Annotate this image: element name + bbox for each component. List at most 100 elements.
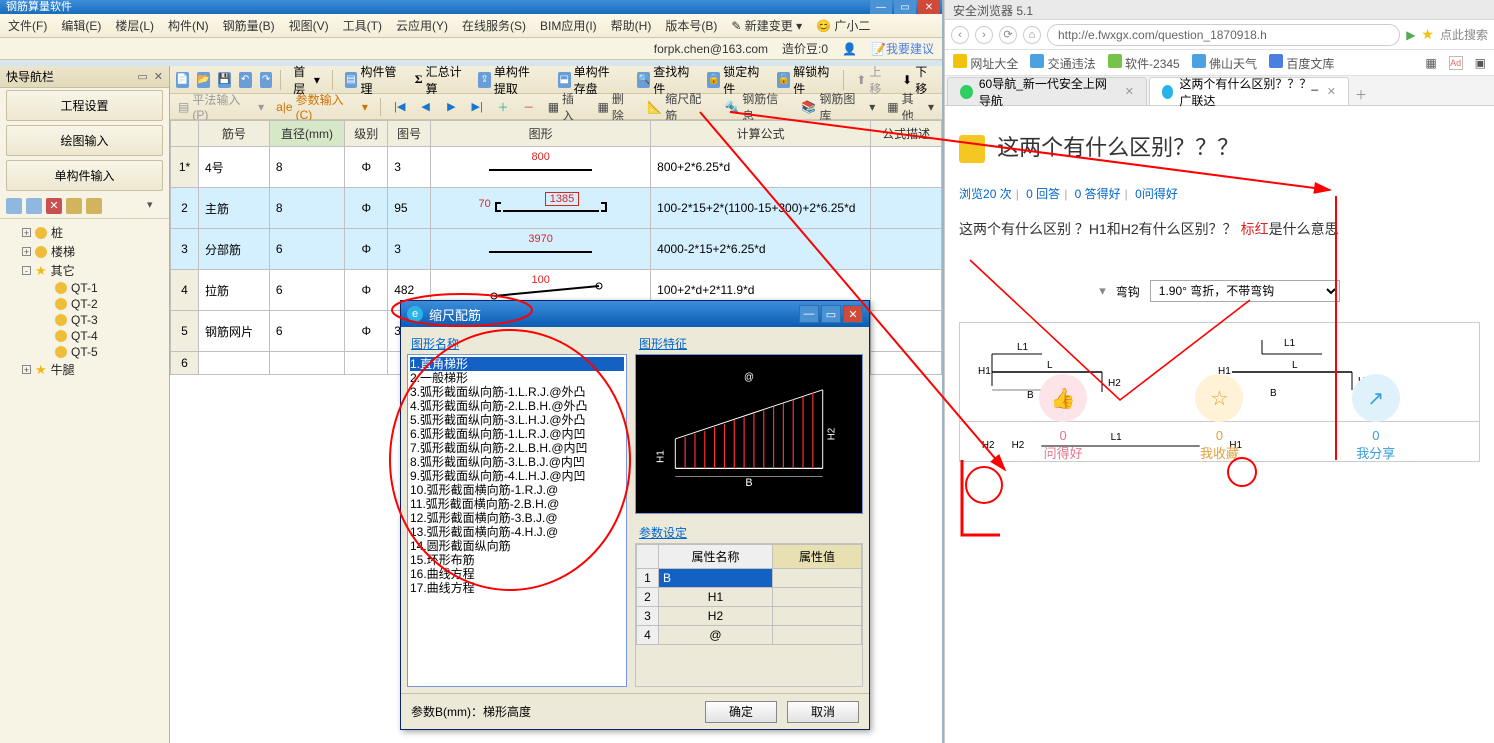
save-icon[interactable]: 💾 [218,72,231,88]
cell-name[interactable]: 钢筋网片 [199,311,270,352]
footer-action[interactable]: ☆0我收藏 [1195,374,1243,462]
row-index[interactable]: 3 [171,229,199,270]
param-value[interactable] [772,588,861,607]
nav-delete-icon[interactable]: ✕ [46,198,62,214]
bookmark-item[interactable]: 软件-2345 [1108,54,1180,72]
fb-gjtk[interactable]: 📚 钢筋图库 ▾ [801,90,875,124]
cell-grade[interactable]: Φ [345,229,388,270]
cell-desc[interactable] [871,188,942,229]
shape-list-item[interactable]: 16.曲线方程 [410,567,624,581]
tb-extract[interactable]: ⇪单构件提取 [474,61,546,99]
cell-dia[interactable]: 8 [269,147,344,188]
ext-icon[interactable]: Ad [1449,56,1463,70]
cell-dia[interactable]: 6 [269,270,344,311]
menu-member[interactable]: 构件(N) [168,17,209,34]
grid-header[interactable]: 公式描述 [871,121,942,147]
shape-list-item[interactable]: 15.环形布筋 [410,553,624,567]
footer-action[interactable]: 👍0问得好 [1039,374,1087,462]
ext-icon[interactable]: ▣ [1475,56,1486,70]
cell-formula[interactable]: 100-2*15+2*(1100-15+300)+2*6.25*d [651,188,871,229]
browser-tab[interactable]: 60导航_新一代安全上网导航✕ [947,77,1147,105]
grid-row[interactable]: 2主筋8Φ95701385100-2*15+2*(1100-15+300)+2*… [171,188,942,229]
grid-header[interactable]: 图形 [431,121,651,147]
tree-item[interactable]: -★其它 [4,261,165,280]
bookmark-star-icon[interactable]: ★ [1421,26,1434,43]
menu-edit[interactable]: 编辑(E) [61,17,101,34]
cell-shapeno[interactable]: 3 [388,229,431,270]
cell-grade[interactable] [345,352,388,375]
grid-row[interactable]: 1*4号8Φ3800800+2*6.25*d [171,147,942,188]
expand-icon[interactable]: - [22,266,31,275]
meta-answers[interactable]: 0 回答 [1026,187,1060,201]
cell-formula[interactable]: 4000-2*15+2*6.25*d [651,229,871,270]
cell-name[interactable]: 分部筋 [199,229,270,270]
menu-version[interactable]: 版本号(B) [665,17,717,34]
minimize-button[interactable]: — [870,0,892,14]
nav-copy-icon[interactable] [66,198,82,214]
shape-list-item[interactable]: 7.弧形截面纵向筋-2.L.B.H.@内凹 [410,441,624,455]
cell-shape[interactable]: 800 [431,147,651,188]
meta-good[interactable]: 0 答得好 [1075,187,1121,201]
url-input[interactable] [1047,24,1400,46]
shape-list-item[interactable]: 14.圆形截面纵向筋 [410,539,624,553]
bookmark-item[interactable]: 网址大全 [953,54,1018,72]
expand-icon[interactable]: + [22,228,31,237]
tree-item[interactable]: +★牛腿 [4,360,165,379]
cell-grade[interactable]: Φ [345,311,388,352]
ext-icon[interactable]: ▦ [1425,56,1436,70]
back-button[interactable]: ‹ [951,26,969,44]
dialog-close-button[interactable]: ✕ [843,305,863,323]
grid-header[interactable]: 计算公式 [651,121,871,147]
cell-shape[interactable]: 701385 [431,188,651,229]
param-name[interactable]: @ [659,626,773,645]
shape-list-item[interactable]: 6.弧形截面纵向筋-1.L.R.J.@内凹 [410,427,624,441]
cell-dia[interactable] [269,352,344,375]
shape-list-item[interactable]: 1.直角梯形 [410,357,624,371]
meta-askgood[interactable]: 0问得好 [1135,187,1178,201]
browser-tab[interactable]: 这两个有什么区别？？？_广联达✕ [1149,77,1349,105]
cell-name[interactable]: 拉筋 [199,270,270,311]
feedback-button[interactable]: 📝我要建议 [871,40,934,57]
cell-grade[interactable]: Φ [345,188,388,229]
cell-shapeno[interactable]: 3 [388,147,431,188]
row-index[interactable]: 4 [171,270,199,311]
menu-bim[interactable]: BIM应用(I) [540,17,597,34]
tree-item[interactable]: +楼梯 [4,242,165,261]
param-value[interactable] [772,607,861,626]
tree-item[interactable]: QT-4 [4,328,165,344]
fb-gjxx[interactable]: 🔩 钢筋信息 [724,90,789,124]
nav-btn-project[interactable]: 工程设置 [6,90,163,121]
shape-list-item[interactable]: 9.弧形截面纵向筋-4.L.H.J.@内凹 [410,469,624,483]
nav-pin-icon[interactable]: ▭ [137,70,147,83]
new-tab-button[interactable]: ＋ [1349,83,1373,105]
param-row-index[interactable]: 2 [637,588,659,607]
param-row-index[interactable]: 3 [637,607,659,626]
grid-header[interactable]: 筋号 [199,121,270,147]
nav-close-icon[interactable]: ✕ [154,70,163,83]
close-button[interactable]: ✕ [918,0,940,14]
cell-name[interactable] [199,352,270,375]
shape-list-item[interactable]: 11.弧形截面横向筋-2.B.H.@ [410,497,624,511]
undo-icon[interactable]: ↶ [239,72,252,88]
meta-views[interactable]: 浏览20 次 [959,187,1012,201]
shape-list-item[interactable]: 8.弧形截面纵向筋-3.L.B.J.@内凹 [410,455,624,469]
menu-file[interactable]: 文件(F) [8,17,47,34]
forward-button[interactable]: › [975,26,993,44]
shape-list-item[interactable]: 12.弧形截面横向筋-3.B.J.@ [410,511,624,525]
nav-btn-draw[interactable]: 绘图输入 [6,125,163,156]
redo-icon[interactable]: ↷ [260,72,273,88]
cell-desc[interactable] [871,147,942,188]
nav-new-icon[interactable] [6,198,22,214]
cell-name[interactable]: 主筋 [199,188,270,229]
grid-row[interactable]: 3分部筋6Φ339704000-2*15+2*6.25*d [171,229,942,270]
menu-cloud[interactable]: 云应用(Y) [396,17,448,34]
bookmark-item[interactable]: 交通违法 [1030,54,1095,72]
cell-name[interactable]: 4号 [199,147,270,188]
shape-list-item[interactable]: 2.一般梯形 [410,371,624,385]
cell-formula[interactable]: 800+2*6.25*d [651,147,871,188]
first-icon[interactable]: |◀ [393,100,407,114]
dialog-min-button[interactable]: — [799,305,819,323]
next-icon[interactable]: ▶ [445,100,459,114]
cell-desc[interactable] [871,270,942,311]
nav-paste-icon[interactable] [86,198,102,214]
